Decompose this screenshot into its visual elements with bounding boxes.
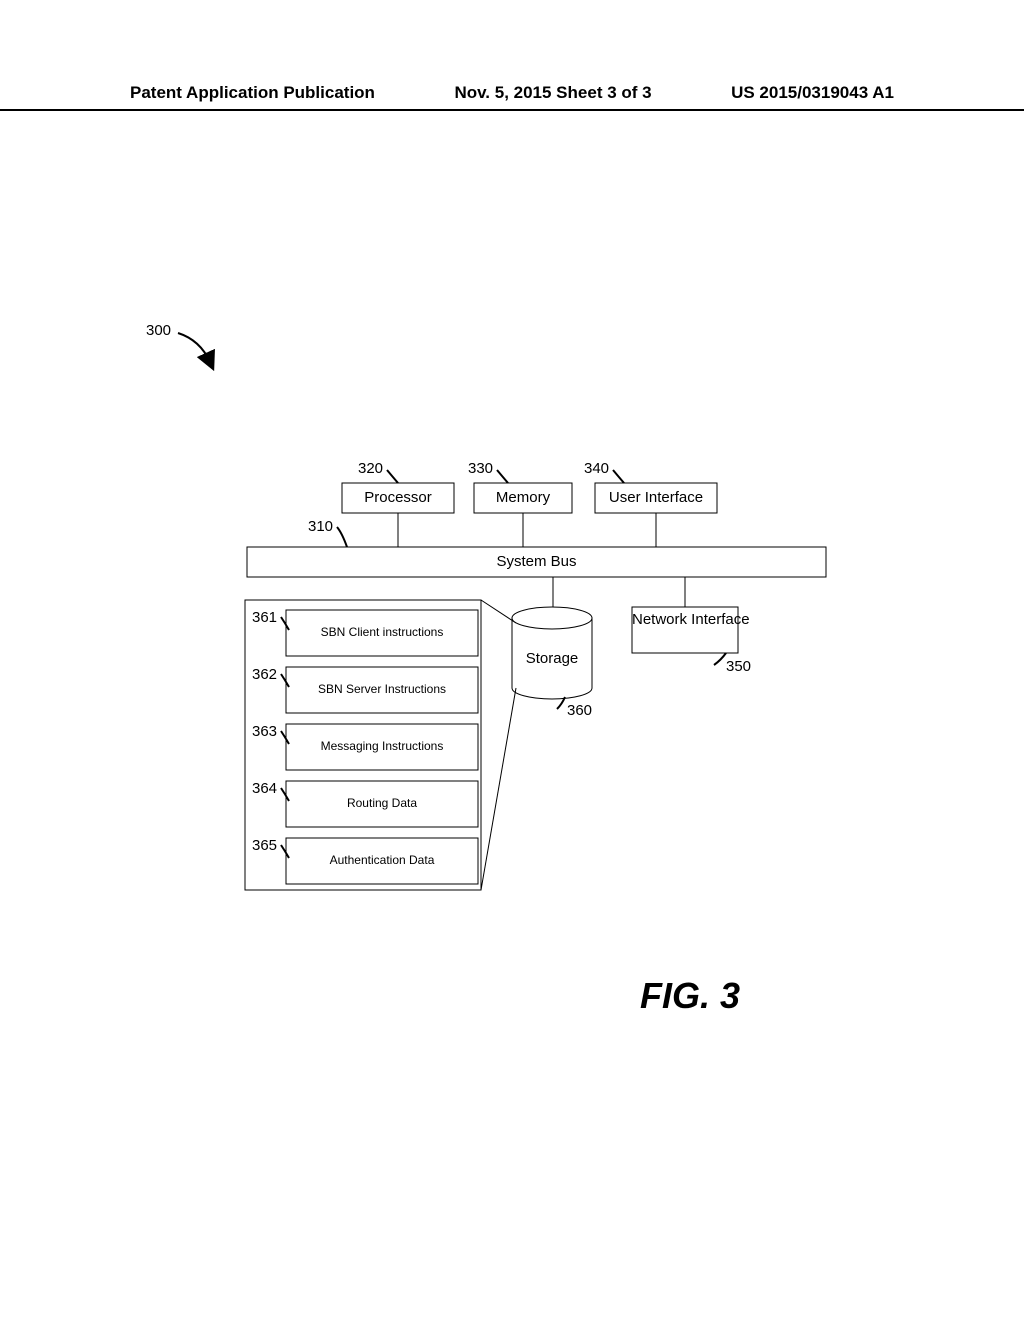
s4-label: Routing Data — [286, 796, 478, 810]
s2-label: SBN Server Instructions — [286, 682, 478, 696]
bus-label: System Bus — [247, 553, 826, 570]
ref-320: 320 — [358, 460, 383, 477]
s5-label: Authentication Data — [286, 853, 478, 867]
net-label: Network Interface — [632, 611, 738, 629]
ref-340: 340 — [584, 460, 609, 477]
ref-310: 310 — [308, 518, 333, 535]
ref-330: 330 — [468, 460, 493, 477]
ref-362: 362 — [252, 666, 277, 683]
ref-365: 365 — [252, 837, 277, 854]
page: Patent Application Publication Nov. 5, 2… — [0, 0, 1024, 1320]
ref-hook-340 — [613, 470, 624, 483]
figure-label: FIG. 3 — [640, 975, 740, 1017]
ref-arrow-300 — [178, 333, 210, 362]
ref-hook-310 — [337, 527, 347, 547]
callout-top — [481, 600, 516, 623]
ref-350: 350 — [726, 658, 751, 675]
processor-label: Processor — [342, 489, 454, 506]
memory-label: Memory — [474, 489, 572, 506]
storage-label: Storage — [512, 650, 592, 667]
ref-361: 361 — [252, 609, 277, 626]
ui-label: User Interface — [595, 489, 717, 506]
ref-hook-330 — [497, 470, 508, 483]
ref-363: 363 — [252, 723, 277, 740]
ref-hook-320 — [387, 470, 398, 483]
callout-bottom — [481, 688, 516, 890]
ref-360: 360 — [567, 702, 592, 719]
s3-label: Messaging Instructions — [286, 739, 478, 753]
s1-label: SBN Client instructions — [286, 625, 478, 639]
ref-300: 300 — [146, 322, 171, 339]
ref-364: 364 — [252, 780, 277, 797]
ref-hook-350 — [714, 653, 726, 665]
